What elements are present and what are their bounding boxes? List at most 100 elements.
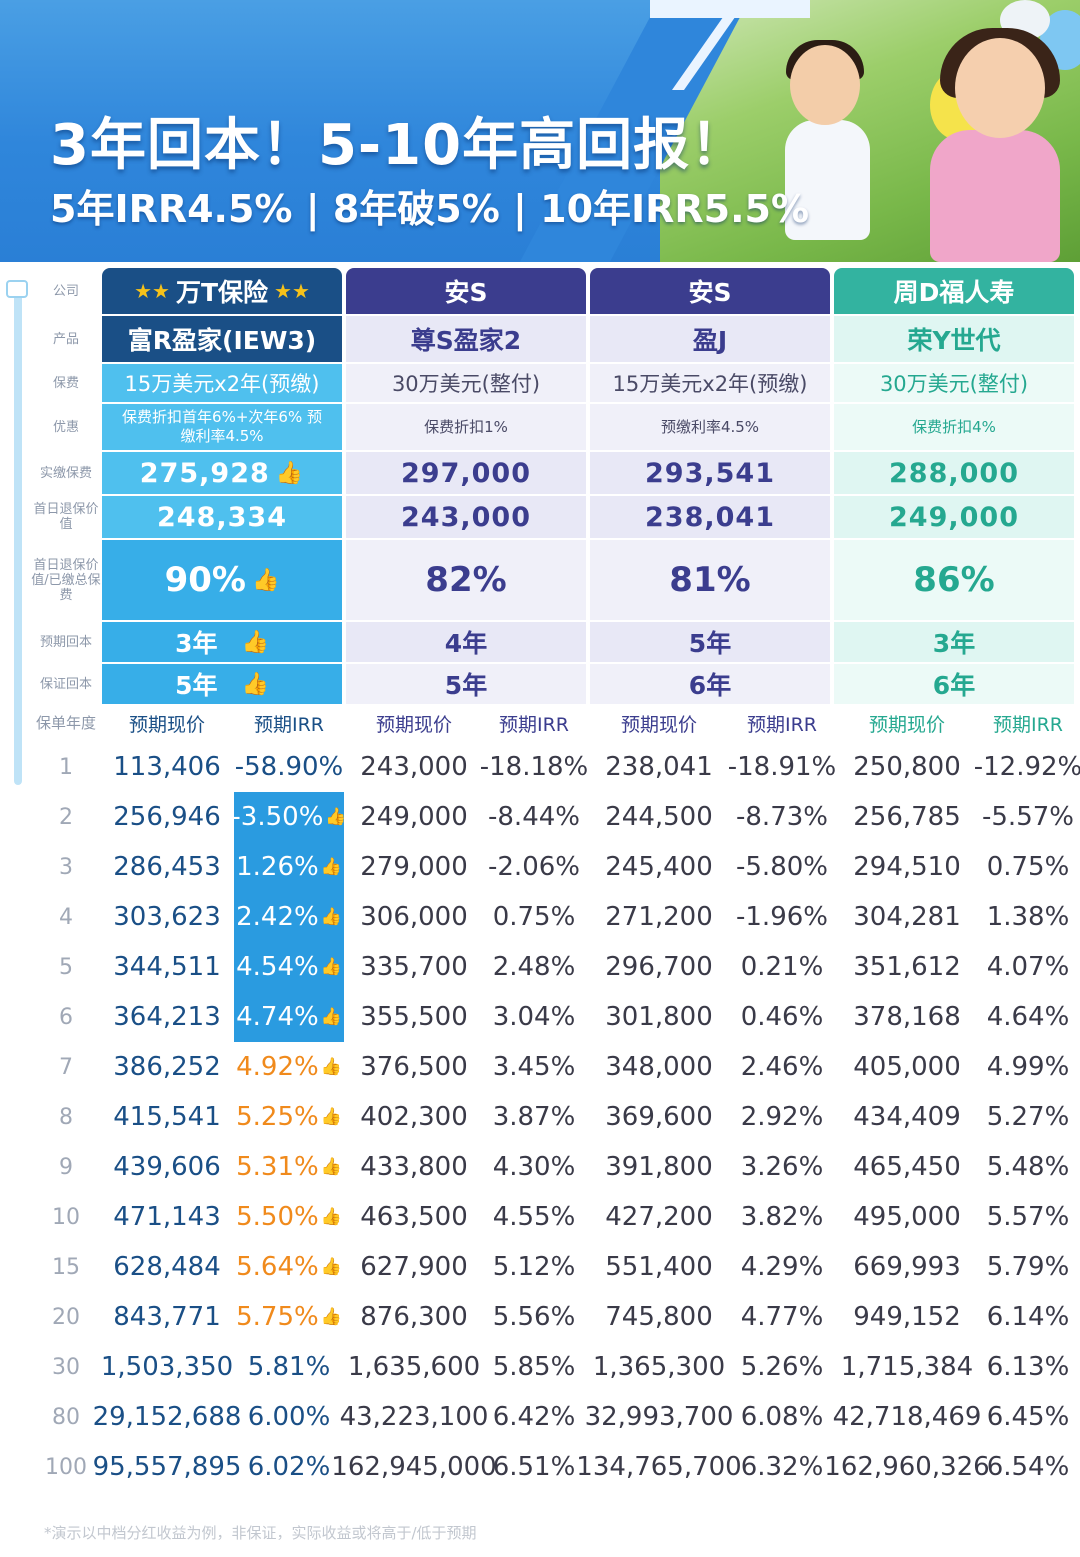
expected-breakeven-cell: 3年 (834, 622, 1074, 662)
paid-value: 275,928 (139, 457, 270, 489)
policy-year-cell: 5 (59, 954, 73, 980)
irr-value: 5.81% (247, 1352, 331, 1382)
irr-cell: 4.07% (986, 952, 1070, 982)
scrollbar-track[interactable] (14, 280, 22, 785)
expected-breakeven-row: 预期回本 3年 👍 4年 5年 3年 (30, 622, 1080, 662)
irr-cell: 0.75% (986, 852, 1070, 882)
cash-value-cell: 279,000 (360, 852, 468, 882)
irr-cell: 0.46% (740, 1002, 824, 1032)
premium-cell: 15万美元x2年(预缴) (590, 364, 830, 402)
irr-header: 预期IRR (253, 713, 324, 736)
cash-value-cell: 376,500 (360, 1052, 468, 1082)
irr-value: 5.31% (236, 1152, 319, 1182)
girl-image (930, 130, 1060, 262)
irr-value: -3.50% (231, 802, 324, 832)
guaranteed-breakeven-cell: 5年 👍 (102, 664, 342, 704)
policy-year-header: 保单年度 (35, 713, 96, 732)
cash-value-cell: 1,365,300 (592, 1352, 726, 1382)
star-icon: ★★ (134, 279, 170, 303)
row-label: 产品 (52, 331, 79, 347)
table-row: 2 256,946 -3.50% 👍 249,000 -8.44% 244,500 -8.73… (30, 792, 1080, 842)
irr-cell: 2.42% 👍 (234, 892, 344, 942)
irr-cell: 5.12% (492, 1252, 576, 1282)
irr-cell: 5.57% (986, 1202, 1070, 1232)
irr-cell: 1.26% 👍 (234, 842, 344, 892)
paid-cell: 297,000 (346, 452, 586, 494)
cash-value-cell: 434,409 (853, 1102, 961, 1132)
irr-cell: 5.26% (740, 1352, 824, 1382)
irr-cell: -2.06% (488, 852, 580, 882)
irr-cell: 3.87% (492, 1102, 576, 1132)
table-row: 100 95,557,895 6.02% 162,945,000 6.51% 134,76… (30, 1442, 1080, 1492)
boy-image (790, 45, 860, 125)
irr-cell: 0.21% (740, 952, 824, 982)
cash-value-cell: 113,406 (113, 752, 221, 782)
table-row: 7 386,252 4.92% 👍 376,500 3.45% 348,000 2.46% 40… (30, 1042, 1080, 1092)
irr-value: 6.02% (247, 1452, 331, 1482)
cash-value-cell: 627,900 (360, 1252, 468, 1282)
cash-value-cell: 378,168 (853, 1002, 961, 1032)
paid-cell: 288,000 (834, 452, 1074, 494)
hero-banner: 3年回本！5-10年高回报！ 5年IRR4.5% | 8年破5% | 10年IR… (0, 0, 1080, 262)
guaranteed-breakeven-cell: 6年 (590, 664, 830, 704)
irr-cell: -18.18% (479, 752, 589, 782)
policy-year-cell: 15 (52, 1254, 80, 1280)
offer-cell: 保费折扣首年6%+次年6% 预缴利率4.5% (102, 404, 342, 450)
paid-cell: 293,541 (590, 452, 830, 494)
table-row: 80 29,152,688 6.00% 43,223,100 6.42% 32,993,7… (30, 1392, 1080, 1442)
thumbs-up-icon: 👍 (320, 1157, 342, 1177)
day1-ratio-cell: 82% (346, 540, 586, 620)
cash-value-cell: 427,200 (605, 1202, 713, 1232)
irr-cell: -5.57% (982, 802, 1074, 832)
banner-stripe (650, 0, 810, 18)
irr-cell: -3.50% 👍 (231, 792, 347, 842)
cash-value-cell: 244,500 (605, 802, 713, 832)
cash-value-cell: 402,300 (360, 1102, 468, 1132)
row-label: 保证回本 (39, 676, 92, 692)
company-cell: 安S (346, 268, 586, 314)
policy-year-cell: 1 (59, 754, 73, 780)
irr-cell: 4.77% (740, 1302, 824, 1332)
irr-value: 5.64% (236, 1252, 319, 1282)
irr-cell: 4.55% (492, 1202, 576, 1232)
cash-value-cell: 439,606 (113, 1152, 221, 1182)
cash-value-cell: 95,557,895 (92, 1452, 242, 1482)
irr-cell: -8.44% (488, 802, 580, 832)
cash-value-cell: 745,800 (605, 1302, 713, 1332)
irr-cell: 5.25% 👍 (234, 1092, 344, 1142)
table-row: 8 415,541 5.25% 👍 402,300 3.87% 369,600 2.92% 43… (30, 1092, 1080, 1142)
irr-value: 1.26% (236, 852, 319, 882)
thumbs-up-icon: 👍 (320, 907, 342, 927)
product-cell: 荣Y世代 (834, 316, 1074, 362)
product-cell: 富R盈家(IEW3) (102, 316, 342, 362)
irr-cell: 5.64% 👍 (234, 1242, 344, 1292)
scrollbar-handle[interactable] (6, 280, 28, 298)
cash-value-cell: 364,213 (113, 1002, 221, 1032)
irr-cell: -8.73% (736, 802, 828, 832)
ratio-value: 90% (164, 560, 246, 600)
company-cell: 安S (590, 268, 830, 314)
cash-value-cell: 256,785 (853, 802, 961, 832)
premium-cell: 30万美元(整付) (834, 364, 1074, 402)
thumbs-up-icon: 👍 (320, 1057, 342, 1077)
cash-value-cell: 306,000 (360, 902, 468, 932)
disclaimer: *演示以中档分红收益为例，非保证，实际收益或将高于/低于预期 (44, 1524, 477, 1542)
cash-value-cell: 463,500 (360, 1202, 468, 1232)
cash-value-cell: 303,623 (113, 902, 221, 932)
table-row: 3 286,453 1.26% 👍 279,000 -2.06% 245,400 -5.80%… (30, 842, 1080, 892)
irr-cell: -18.91% (727, 752, 837, 782)
cash-value-cell: 405,000 (853, 1052, 961, 1082)
offer-row: 优惠 保费折扣首年6%+次年6% 预缴利率4.5% 保费折扣1% 预缴利率4.5… (30, 404, 1080, 450)
table-row: 20 843,771 5.75% 👍 876,300 5.56% 745,800 4.77% 9… (30, 1292, 1080, 1342)
breakeven-value: 5年 (175, 671, 218, 700)
cash-value-cell: 471,143 (113, 1202, 221, 1232)
cash-value-cell: 256,946 (113, 802, 221, 832)
thumbs-up-icon: 👍 (275, 460, 305, 486)
cash-value-cell: 1,715,384 (840, 1352, 974, 1382)
paid-row: 实缴保费 275,928 👍 297,000 293,541 288,000 (30, 452, 1080, 494)
irr-value: 4.74% (236, 1002, 319, 1032)
thumbs-up-icon: 👍 (241, 629, 269, 655)
irr-cell: 6.08% (740, 1402, 824, 1432)
table-row: 10 471,143 5.50% 👍 463,500 4.55% 427,200 3.82% 4… (30, 1192, 1080, 1242)
irr-cell: 4.99% (986, 1052, 1070, 1082)
